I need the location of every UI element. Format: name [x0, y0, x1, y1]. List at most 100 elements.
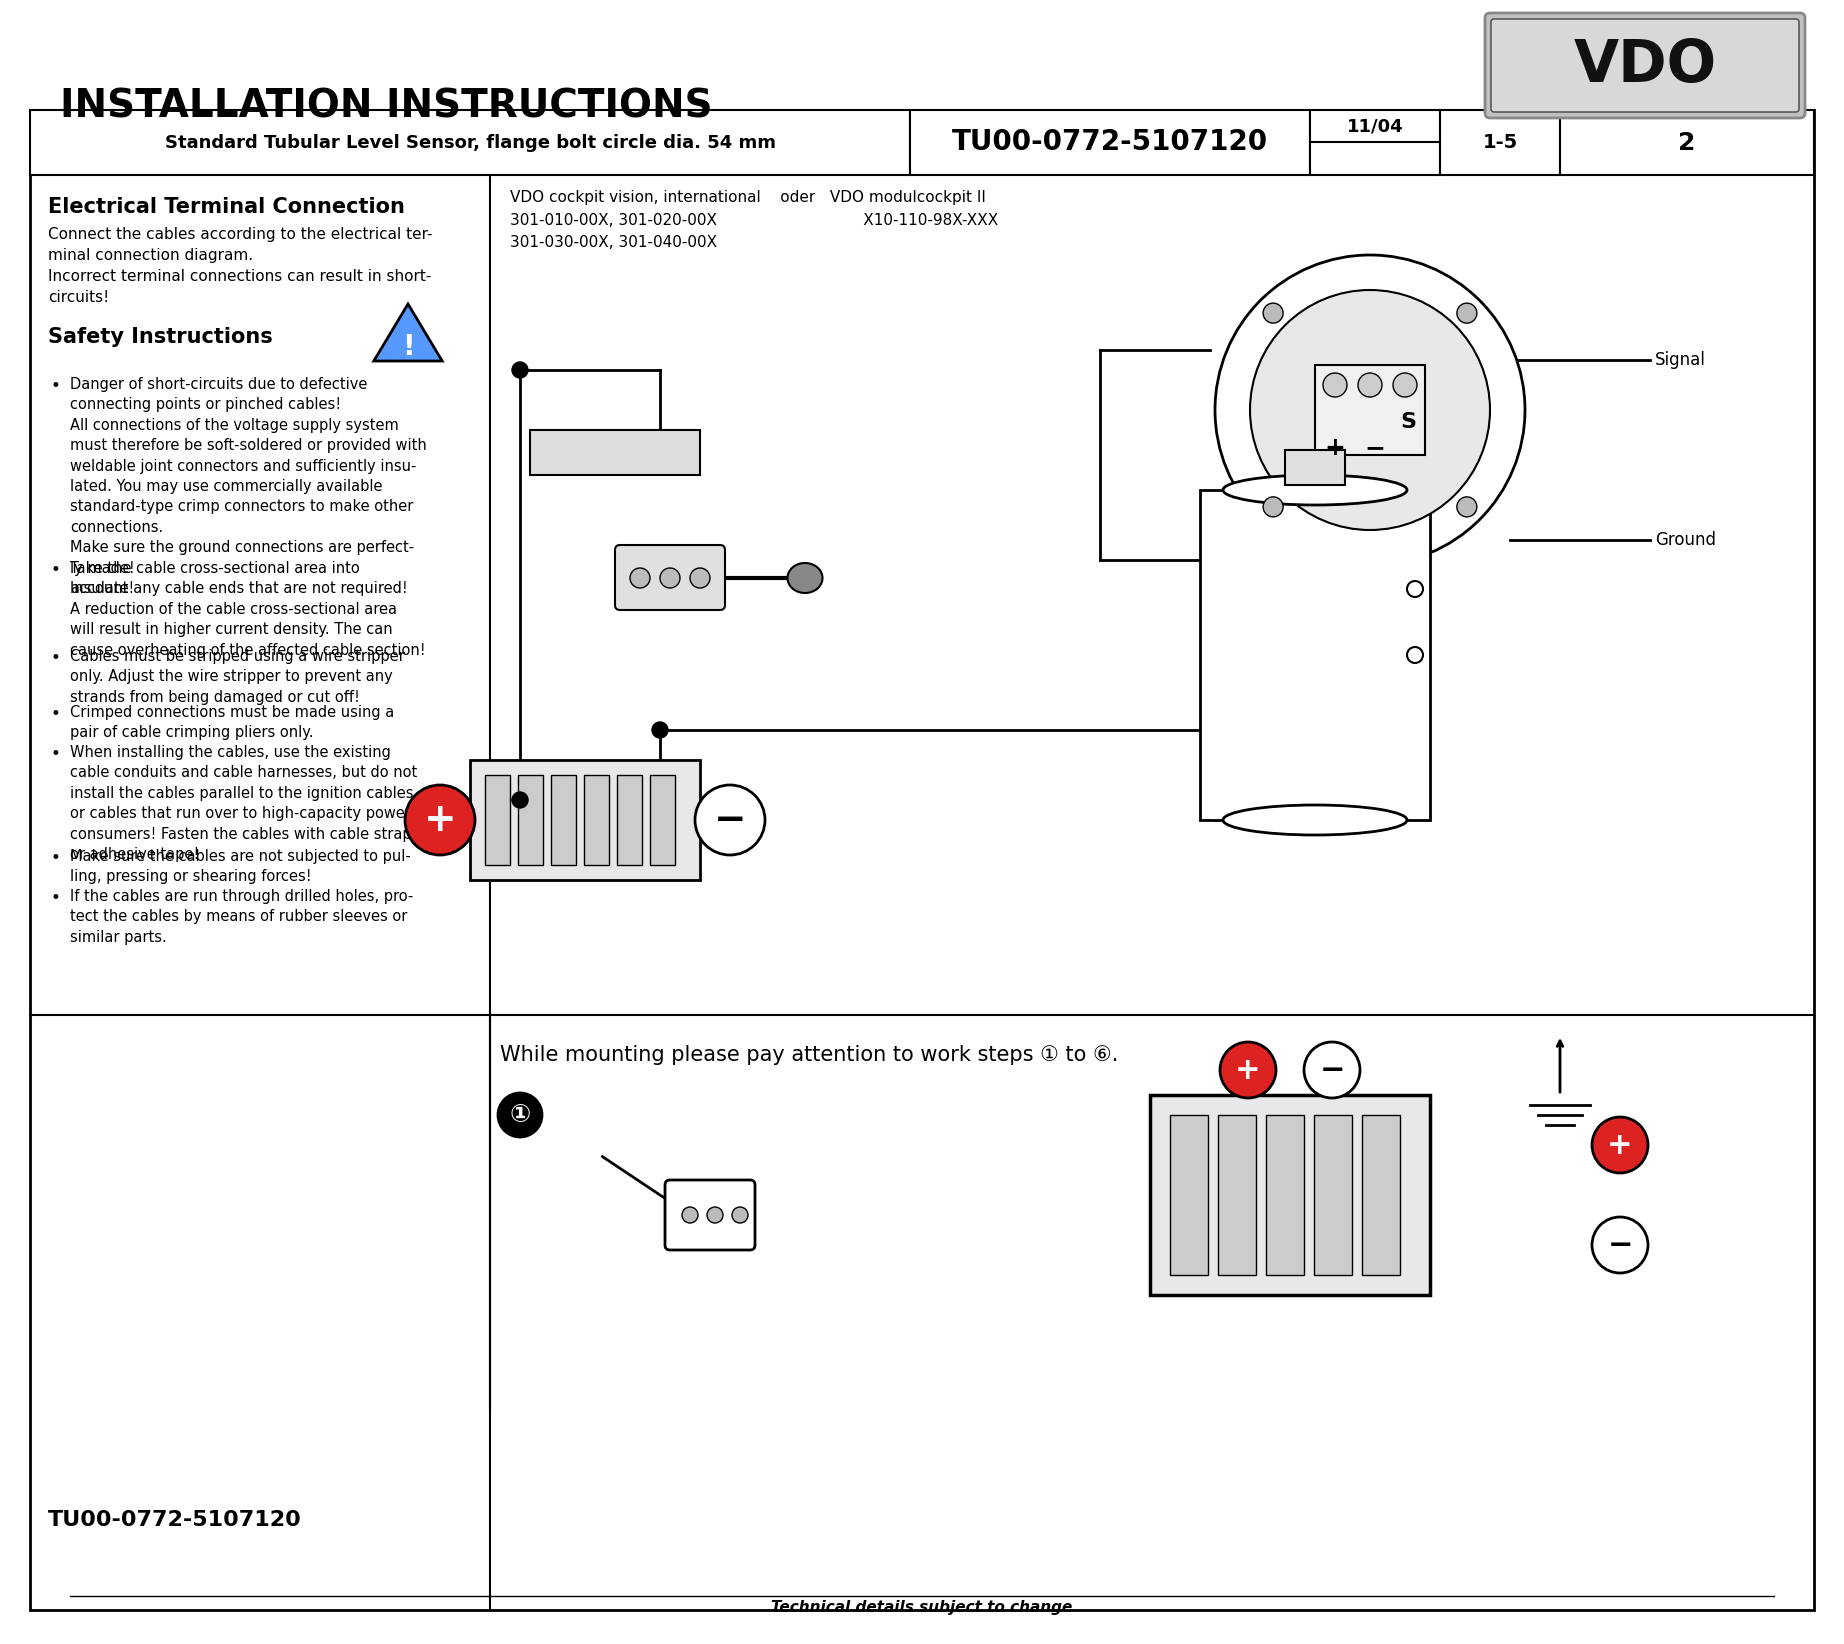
Text: +: +	[1608, 1131, 1632, 1159]
Bar	[1285, 450, 1344, 485]
Text: Connect the cables according to the electrical ter-
minal connection diagram.
In: Connect the cables according to the elec…	[48, 227, 433, 306]
Text: Ground: Ground	[1656, 531, 1717, 549]
Circle shape	[1457, 496, 1477, 516]
Text: TU00-0772-5107120: TU00-0772-5107120	[48, 1509, 302, 1531]
Ellipse shape	[1223, 806, 1407, 835]
Text: When installing the cables, use the existing
cable conduits and cable harnesses,: When installing the cables, use the exis…	[70, 745, 419, 861]
Circle shape	[695, 784, 765, 855]
Circle shape	[682, 1207, 699, 1223]
Bar	[485, 774, 511, 865]
Text: 301-010-00X, 301-020-00X                              X10-110-98X-XXX: 301-010-00X, 301-020-00X X10-110-98X-XXX	[511, 214, 998, 229]
Circle shape	[406, 784, 476, 855]
Bar	[585, 774, 609, 865]
Text: TU00-0772-5107120: TU00-0772-5107120	[952, 128, 1269, 156]
Circle shape	[1407, 648, 1424, 663]
Circle shape	[498, 1093, 542, 1138]
Bar	[529, 431, 701, 475]
Bar	[909, 110, 1309, 174]
Bar	[30, 110, 909, 174]
Text: Make sure the cables are not subjected to pul-
ling, pressing or shearing forces: Make sure the cables are not subjected t…	[70, 848, 411, 884]
Bar	[1363, 1115, 1400, 1276]
Circle shape	[1457, 302, 1477, 324]
Text: INSTALLATION INSTRUCTIONS: INSTALLATION INSTRUCTIONS	[61, 89, 712, 127]
Text: •: •	[50, 561, 59, 579]
Text: VDO: VDO	[1573, 38, 1717, 94]
Text: ①: ①	[509, 1103, 531, 1128]
FancyBboxPatch shape	[1492, 20, 1800, 112]
Bar	[1267, 1115, 1304, 1276]
Circle shape	[1357, 373, 1381, 396]
Bar	[649, 774, 675, 865]
Text: Danger of short-circuits due to defective
connecting points or pinched cables!
A: Danger of short-circuits due to defectiv…	[70, 376, 426, 597]
Text: •: •	[50, 705, 59, 723]
Circle shape	[706, 1207, 723, 1223]
Text: Safety Instructions: Safety Instructions	[48, 327, 273, 347]
FancyBboxPatch shape	[616, 546, 725, 610]
Circle shape	[1322, 373, 1346, 396]
FancyBboxPatch shape	[1484, 13, 1805, 118]
Ellipse shape	[787, 562, 822, 593]
Ellipse shape	[1223, 475, 1407, 505]
Text: 301-030-00X, 301-040-00X: 301-030-00X, 301-040-00X	[511, 235, 717, 250]
Text: While mounting please pay attention to work steps ① to ⑥.: While mounting please pay attention to w…	[500, 1046, 1117, 1065]
Text: +: +	[1324, 436, 1346, 460]
Bar	[1151, 1095, 1429, 1295]
Bar	[618, 774, 642, 865]
Circle shape	[1263, 302, 1283, 324]
Circle shape	[653, 722, 668, 738]
Bar	[551, 774, 575, 865]
Circle shape	[1215, 255, 1525, 566]
Text: Cables must be stripped using a wire stripper
only. Adjust the wire stripper to : Cables must be stripped using a wire str…	[70, 649, 404, 705]
Circle shape	[1304, 1042, 1361, 1098]
Text: •: •	[50, 848, 59, 866]
Circle shape	[513, 792, 527, 807]
Text: +: +	[1235, 1055, 1261, 1085]
Text: !: !	[402, 334, 415, 362]
Circle shape	[1263, 496, 1283, 516]
Circle shape	[1407, 580, 1424, 597]
Bar	[470, 760, 701, 880]
Text: Crimped connections must be made using a
pair of cable crimping pliers only.: Crimped connections must be made using a…	[70, 705, 395, 740]
Text: Electrical Terminal Connection: Electrical Terminal Connection	[48, 197, 406, 217]
Bar	[1200, 490, 1429, 820]
Circle shape	[1591, 1116, 1649, 1174]
Text: •: •	[50, 649, 59, 667]
Text: 11/04: 11/04	[1346, 117, 1403, 135]
Bar	[1309, 110, 1440, 174]
Text: −: −	[1608, 1230, 1632, 1259]
Text: •: •	[50, 376, 59, 395]
Circle shape	[732, 1207, 749, 1223]
Text: −: −	[1318, 1055, 1344, 1085]
Circle shape	[660, 567, 680, 589]
Bar	[1315, 365, 1425, 455]
Text: −: −	[1365, 436, 1385, 460]
Bar	[1560, 110, 1814, 174]
Circle shape	[1591, 1217, 1649, 1272]
Bar	[1440, 110, 1560, 174]
Text: −: −	[714, 801, 747, 838]
Circle shape	[1221, 1042, 1276, 1098]
Circle shape	[690, 567, 710, 589]
Text: •: •	[50, 745, 59, 763]
Text: 1-5: 1-5	[1483, 133, 1518, 151]
Circle shape	[1392, 373, 1416, 396]
Bar	[1315, 1115, 1352, 1276]
Text: VDO cockpit vision, international    oder   VDO modulcockpit II: VDO cockpit vision, international oder V…	[511, 191, 987, 206]
Circle shape	[631, 567, 649, 589]
Text: If the cables are run through drilled holes, pro-
tect the cables by means of ru: If the cables are run through drilled ho…	[70, 889, 413, 945]
Circle shape	[1250, 289, 1490, 529]
Polygon shape	[374, 304, 443, 362]
Text: +: +	[424, 801, 455, 838]
Text: S: S	[1400, 413, 1416, 432]
Circle shape	[513, 362, 527, 378]
Text: 2: 2	[1678, 130, 1696, 155]
Text: Take the cable cross-sectional area into
account!
A reduction of the cable cross: Take the cable cross-sectional area into…	[70, 561, 426, 658]
Text: Technical details subject to change: Technical details subject to change	[771, 1600, 1073, 1614]
FancyBboxPatch shape	[666, 1180, 754, 1249]
Bar	[518, 774, 542, 865]
Bar	[1169, 1115, 1208, 1276]
Text: Standard Tubular Level Sensor, flange bolt circle dia. 54 mm: Standard Tubular Level Sensor, flange bo…	[164, 133, 776, 151]
Text: •: •	[50, 889, 59, 907]
Bar	[1219, 1115, 1256, 1276]
Text: Signal: Signal	[1656, 352, 1706, 368]
